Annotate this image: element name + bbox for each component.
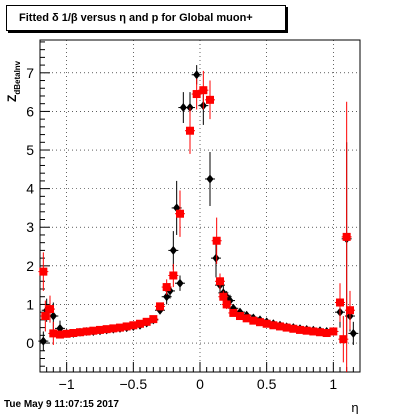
- data-point-square: [76, 328, 84, 337]
- data-point-square: [149, 315, 158, 324]
- data-point-square: [229, 308, 238, 317]
- data-point-diamond: [49, 311, 57, 321]
- data-point-square: [339, 335, 348, 344]
- data-point-square: [242, 314, 251, 323]
- data-point-square: [142, 317, 151, 326]
- series-diamond: [38, 65, 359, 351]
- data-point-square: [122, 322, 131, 331]
- data-point-square: [316, 328, 324, 337]
- data-point-square: [116, 323, 124, 332]
- data-point-square: [89, 326, 98, 335]
- data-point-square: [276, 322, 284, 331]
- data-point-diamond: [349, 328, 357, 338]
- data-point-square: [129, 321, 138, 330]
- y-tick-label: 1: [26, 296, 34, 312]
- data-point-square: [156, 302, 164, 311]
- y-tick-label: 5: [26, 142, 34, 158]
- data-point-square: [236, 312, 244, 321]
- data-point-square: [262, 319, 271, 328]
- data-point-square: [219, 292, 228, 301]
- data-point-square: [216, 277, 224, 286]
- x-tick-label: 0: [196, 376, 204, 392]
- data-point-square: [169, 271, 178, 280]
- data-point-square: [62, 329, 71, 338]
- data-point-square: [269, 321, 278, 330]
- data-point-square: [329, 327, 338, 336]
- data-point-square: [41, 312, 50, 321]
- data-point-diamond: [176, 278, 184, 288]
- data-point-square: [162, 283, 171, 292]
- grid-lines: [40, 40, 360, 372]
- y-axis-label: ZdBetaInv: [5, 60, 22, 102]
- data-point-square: [82, 327, 91, 336]
- data-point-square: [46, 305, 54, 314]
- data-point-square: [199, 86, 208, 95]
- data-point-square: [39, 267, 48, 276]
- x-tick-label: −1: [59, 376, 75, 392]
- data-point-square: [206, 95, 214, 104]
- series-square: [38, 70, 355, 372]
- data-point-square: [69, 329, 78, 338]
- data-point-square: [346, 306, 354, 315]
- data-point-diamond: [212, 253, 220, 263]
- data-point-square: [336, 298, 344, 307]
- data-point-diamond: [179, 103, 187, 113]
- x-tick-label: −0.5: [120, 376, 148, 392]
- data-point-square: [192, 90, 201, 99]
- data-point-square: [249, 316, 258, 325]
- x-axis-label: η: [351, 400, 358, 414]
- data-point-diamond: [206, 174, 214, 184]
- y-axis-label-sub: dBetaInv: [13, 60, 22, 94]
- data-point-diamond: [163, 292, 171, 302]
- data-point-diamond: [193, 70, 201, 80]
- chart-title: Fitted δ 1/β versus η and p for Global m…: [19, 12, 253, 24]
- data-point-diamond: [169, 245, 177, 255]
- y-tick-label: 2: [26, 258, 34, 274]
- y-tick-label: 4: [26, 181, 34, 197]
- data-point-square: [186, 126, 194, 135]
- x-tick-label: 0.5: [257, 376, 277, 392]
- data-marks: [38, 65, 359, 372]
- data-point-square: [296, 325, 304, 334]
- y-tick-label: 0: [26, 335, 34, 351]
- title-box: Fitted δ 1/β versus η and p for Global m…: [6, 5, 286, 31]
- data-point-diamond: [39, 336, 47, 346]
- data-point-square: [222, 300, 231, 309]
- data-point-square: [342, 232, 351, 241]
- data-point-square: [176, 209, 184, 218]
- data-point-square: [256, 318, 264, 327]
- data-point-square: [96, 325, 104, 334]
- data-point-square: [302, 326, 311, 335]
- data-point-square: [49, 329, 58, 338]
- data-point-square: [102, 325, 111, 334]
- x-tick-label: 1: [329, 376, 337, 392]
- data-point-square: [212, 236, 221, 245]
- data-point-square: [136, 319, 144, 328]
- y-axis-label-main: Z: [5, 95, 19, 102]
- data-point-square: [322, 329, 331, 338]
- y-tick-label: 3: [26, 219, 34, 235]
- data-point-square: [289, 324, 298, 333]
- footer-date: Tue May 9 11:07:15 2017: [4, 399, 119, 410]
- data-point-square: [109, 324, 118, 333]
- data-point-square: [282, 323, 291, 332]
- data-point-square: [56, 330, 64, 339]
- data-point-square: [309, 327, 318, 336]
- y-tick-label: 7: [26, 65, 34, 81]
- y-tick-label: 6: [26, 103, 34, 119]
